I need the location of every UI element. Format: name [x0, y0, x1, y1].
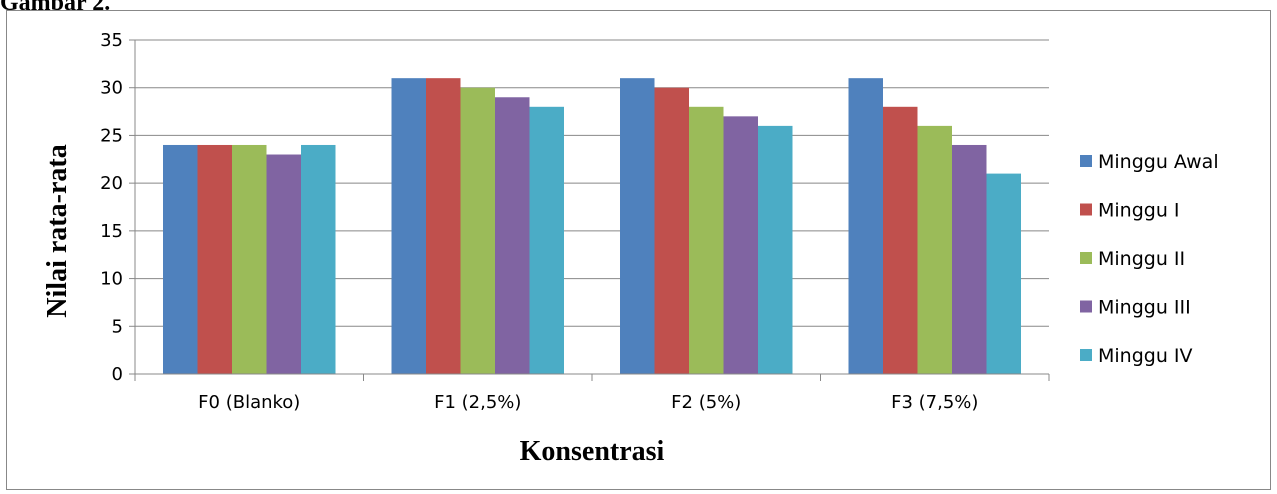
- bars: [163, 78, 1021, 375]
- legend-label: Minggu II: [1098, 248, 1185, 270]
- legend-swatch: [1080, 203, 1092, 216]
- x-category-label: F1 (2,5%): [434, 392, 521, 413]
- y-axis-title: Nilai rata-rata: [42, 144, 73, 317]
- x-category-labels: F0 (Blanko) F1 (2,5%) F2 (5%) F3 (7,5%): [198, 392, 978, 413]
- bar: [986, 173, 1021, 374]
- bar: [232, 144, 267, 374]
- legend-label: Minggu III: [1098, 297, 1191, 319]
- bar: [301, 144, 336, 374]
- y-tick-label: 25: [100, 125, 123, 146]
- bar: [723, 116, 758, 374]
- bar: [689, 106, 724, 375]
- y-tick-label: 10: [100, 269, 123, 290]
- bar: [917, 125, 952, 374]
- bar: [460, 87, 495, 374]
- bar: [529, 106, 564, 375]
- bar: [495, 97, 530, 374]
- bar: [848, 78, 883, 375]
- legend-label: Minggu IV: [1098, 345, 1193, 367]
- legend-swatch: [1080, 252, 1092, 264]
- y-tick-label: 35: [100, 30, 123, 51]
- axes: [129, 39, 1050, 381]
- x-category-label: F0 (Blanko): [198, 392, 300, 413]
- bar: [952, 144, 987, 374]
- legend-label: Minggu I: [1098, 200, 1180, 222]
- legend-label: Minggu Awal: [1098, 151, 1219, 173]
- bar: [266, 154, 301, 374]
- bar: [620, 78, 655, 375]
- legend-swatch: [1080, 349, 1092, 361]
- legend-swatch: [1080, 300, 1092, 313]
- x-category-label: F2 (5%): [671, 392, 741, 413]
- legend-swatch: [1080, 155, 1092, 167]
- legend: Minggu Awal Minggu I Minggu II Minggu III Mi…: [1080, 151, 1219, 367]
- bar: [654, 87, 689, 374]
- y-tick-label: 30: [100, 78, 123, 99]
- y-tick-label: 5: [112, 316, 123, 337]
- bar: [197, 144, 232, 374]
- bar: [883, 106, 918, 375]
- y-tick-label: 0: [112, 364, 123, 385]
- bar: [163, 144, 198, 374]
- x-category-label: F3 (7,5%): [891, 392, 978, 413]
- bar: [426, 78, 461, 375]
- y-tick-labels: 0 5 10 15 20 25 30 35: [100, 30, 123, 385]
- bar: [391, 78, 426, 375]
- y-tick-label: 20: [100, 173, 123, 194]
- x-axis-title: Konsentrasi: [520, 436, 665, 467]
- bar: [758, 125, 793, 374]
- y-tick-label: 15: [100, 221, 123, 242]
